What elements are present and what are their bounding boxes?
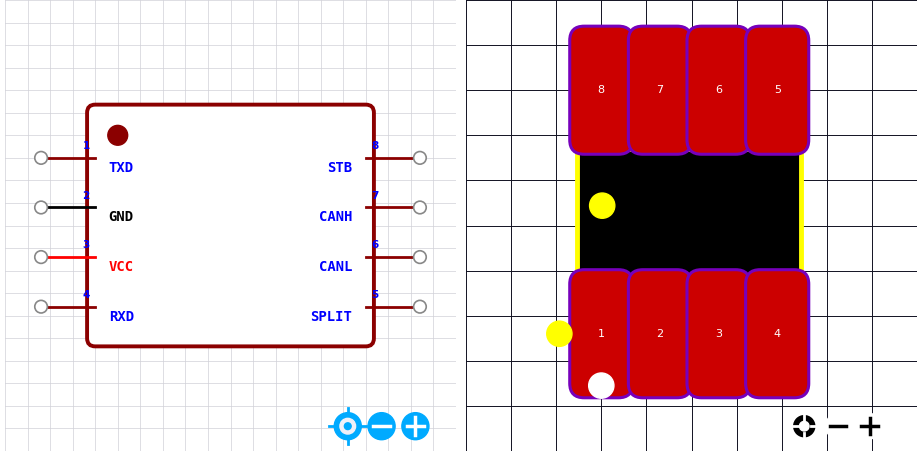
Text: 4: 4: [774, 329, 781, 339]
Text: 7: 7: [372, 191, 379, 201]
FancyBboxPatch shape: [570, 26, 632, 154]
Circle shape: [35, 300, 47, 313]
Circle shape: [108, 125, 127, 145]
Text: 4: 4: [82, 290, 89, 300]
Circle shape: [414, 300, 426, 313]
Text: VCC: VCC: [109, 260, 134, 274]
Circle shape: [35, 152, 47, 164]
FancyBboxPatch shape: [746, 26, 809, 154]
FancyBboxPatch shape: [570, 270, 632, 398]
Circle shape: [414, 201, 426, 214]
Text: CANH: CANH: [319, 210, 352, 225]
Circle shape: [402, 413, 429, 440]
Circle shape: [547, 321, 572, 346]
Circle shape: [345, 423, 351, 429]
Text: CANL: CANL: [319, 260, 352, 274]
FancyBboxPatch shape: [629, 270, 692, 398]
Text: 6: 6: [715, 85, 722, 95]
Circle shape: [414, 251, 426, 263]
Text: TXD: TXD: [109, 161, 134, 175]
Circle shape: [35, 201, 47, 214]
FancyBboxPatch shape: [687, 26, 751, 154]
FancyBboxPatch shape: [87, 105, 374, 346]
Circle shape: [340, 419, 356, 434]
Circle shape: [792, 414, 817, 439]
Circle shape: [825, 414, 851, 439]
Text: 1: 1: [83, 141, 89, 151]
Circle shape: [588, 373, 614, 398]
Text: STB: STB: [327, 161, 352, 175]
Text: 5: 5: [372, 290, 378, 300]
Text: 3: 3: [83, 240, 89, 250]
Text: SPLIT: SPLIT: [311, 309, 352, 324]
Text: GND: GND: [109, 210, 134, 225]
Circle shape: [414, 152, 426, 164]
Circle shape: [589, 193, 615, 218]
Circle shape: [35, 251, 47, 263]
Circle shape: [857, 414, 882, 439]
Bar: [577, 149, 801, 275]
Text: 6: 6: [372, 240, 378, 250]
Circle shape: [799, 421, 809, 431]
Text: 3: 3: [715, 329, 722, 339]
Text: 5: 5: [774, 85, 781, 95]
Text: 2: 2: [83, 191, 89, 201]
Circle shape: [368, 413, 396, 440]
Text: 1: 1: [597, 329, 605, 339]
Text: 2: 2: [656, 329, 664, 339]
Circle shape: [335, 413, 361, 440]
FancyBboxPatch shape: [629, 26, 692, 154]
FancyBboxPatch shape: [687, 270, 751, 398]
Text: 8: 8: [597, 85, 605, 95]
Text: 8: 8: [372, 141, 378, 151]
Text: RXD: RXD: [109, 309, 134, 324]
Text: 7: 7: [656, 85, 664, 95]
FancyBboxPatch shape: [746, 270, 809, 398]
